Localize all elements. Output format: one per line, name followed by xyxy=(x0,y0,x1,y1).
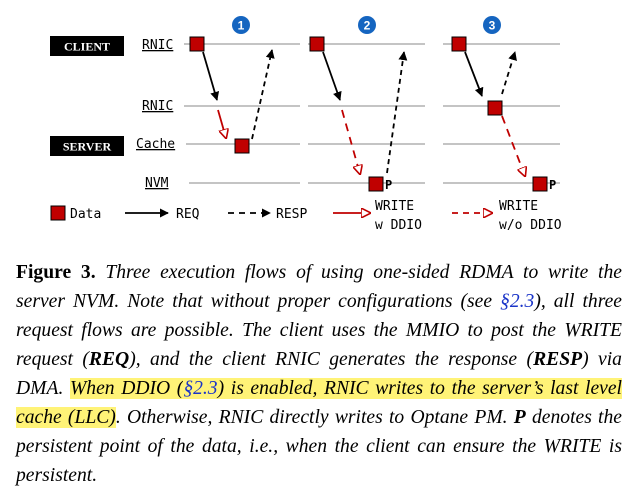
nvm-label: NVM xyxy=(145,176,169,191)
caption-highlight-a: When DDIO ( xyxy=(69,378,184,399)
flow-3-persist-marker: P xyxy=(549,178,556,192)
caption-text-3: ), and the client RNIC generates the res… xyxy=(129,349,534,370)
flow-2-nvm-data xyxy=(368,176,384,192)
server-rnic-label: RNIC xyxy=(142,99,173,114)
flow-3-nvm-data xyxy=(532,176,548,192)
cache-label: Cache xyxy=(136,137,175,152)
client-role-label: CLIENT xyxy=(64,40,110,54)
caption-persist-p: P xyxy=(513,407,526,428)
figure-3-diagram: CLIENT SERVER RNIC RNIC Cache NVM 1 2 3 xyxy=(50,16,562,233)
flow-1 xyxy=(189,36,275,154)
caption-text-6: denotes the persistent point of the data… xyxy=(16,407,622,486)
server-role-box: SERVER xyxy=(50,136,124,156)
flow-1-req-arrow xyxy=(202,51,220,101)
flow-3-resp-arrow xyxy=(501,51,517,95)
flow-2-req-arrow xyxy=(322,51,342,101)
caption-text-5: . Otherwise, RNIC directly writes to Opt… xyxy=(115,407,514,428)
client-rnic-label: RNIC xyxy=(142,38,173,53)
legend-ddio-label-line1: WRITE xyxy=(375,199,414,214)
flow-2-badge: 2 xyxy=(358,16,376,34)
legend-req-label: REQ xyxy=(176,207,200,222)
caption-req: REQ xyxy=(88,349,130,370)
flow-2-persist-marker: P xyxy=(385,178,392,192)
legend-noddio-label-line2: w/o DDIO xyxy=(499,218,562,233)
legend-data-square xyxy=(50,205,66,221)
flow-1-ddio-arrow xyxy=(217,109,226,138)
caption-text-1: Three execution flows of using one-sided… xyxy=(16,262,622,312)
svg-text:2: 2 xyxy=(364,19,371,33)
caption-text-2: ), all three request flows are possible.… xyxy=(16,291,622,370)
flow-3-req-arrow xyxy=(464,51,484,97)
legend-ddio-label-line2: w DDIO xyxy=(375,218,422,233)
svg-text:1: 1 xyxy=(238,19,245,33)
figure-caption: Figure 3. Three execution flows of using… xyxy=(16,258,622,490)
caption-section-ref-1[interactable]: §2.3 xyxy=(500,291,535,312)
server-role-label: SERVER xyxy=(63,140,112,154)
caption-text-4: ) via DMA. xyxy=(16,349,622,399)
flow-3-client-data xyxy=(451,36,467,52)
legend-resp-label: RESP xyxy=(276,207,307,222)
row-lines xyxy=(184,43,560,184)
flow-2-noddio-arrow xyxy=(341,109,360,174)
flow-2-client-data xyxy=(309,36,325,52)
flow-1-resp-arrow xyxy=(251,49,275,140)
legend-data-label: Data xyxy=(70,207,101,222)
svg-text:3: 3 xyxy=(489,19,496,33)
flow-3-rnic-data xyxy=(487,100,503,116)
flow-3-badge: 3 xyxy=(483,16,501,34)
flow-1-badge: 1 xyxy=(232,16,250,34)
flow-2-resp-arrow xyxy=(386,51,408,174)
flow-3-noddio-arrow xyxy=(501,115,525,176)
flow-1-client-data xyxy=(189,36,205,52)
caption-resp: RESP xyxy=(533,349,583,370)
caption-label: Figure 3. xyxy=(16,262,96,283)
client-role-box: CLIENT xyxy=(50,36,124,56)
flow-3: P xyxy=(451,36,556,192)
flow-1-cache-data xyxy=(234,138,250,154)
flow-2: P xyxy=(309,36,408,192)
legend: Data REQ RESP WRITE w DDIO WRITE w/o DDI… xyxy=(50,199,562,233)
legend-noddio-label-line1: WRITE xyxy=(499,199,538,214)
caption-section-ref-2[interactable]: §2.3 xyxy=(183,378,218,399)
